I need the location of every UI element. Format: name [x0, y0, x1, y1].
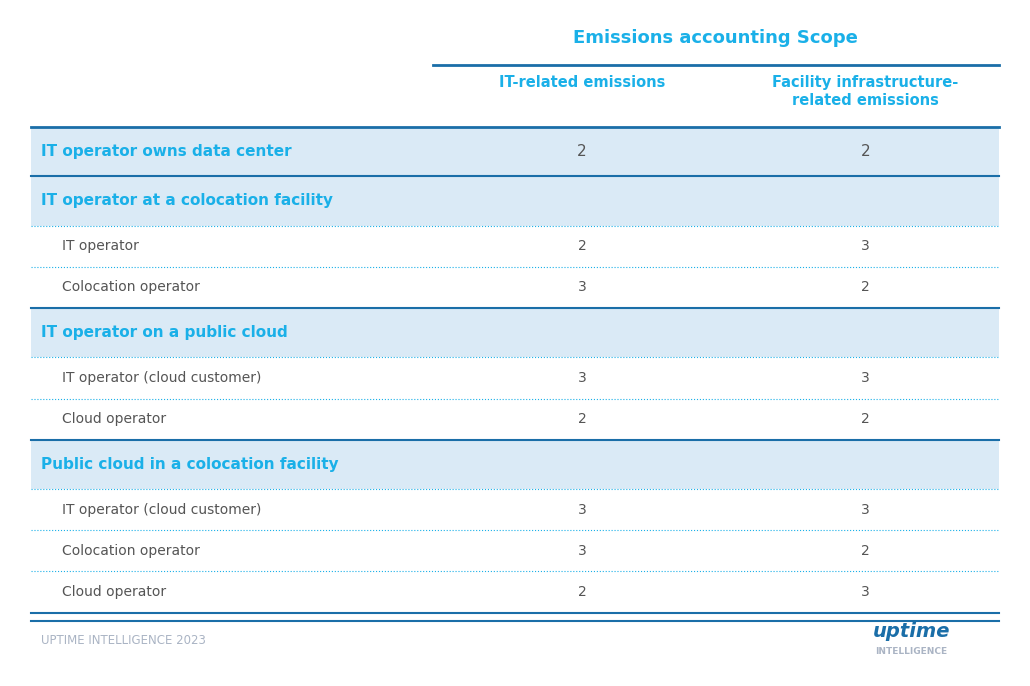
- Text: Emissions accounting Scope: Emissions accounting Scope: [574, 29, 858, 47]
- Text: 3: 3: [578, 281, 586, 294]
- Text: IT operator on a public cloud: IT operator on a public cloud: [41, 325, 288, 340]
- Text: 2: 2: [861, 281, 869, 294]
- Text: Public cloud in a colocation facility: Public cloud in a colocation facility: [41, 457, 339, 472]
- Text: UPTIME INTELLIGENCE 2023: UPTIME INTELLIGENCE 2023: [41, 634, 206, 646]
- Text: 2: 2: [860, 144, 870, 159]
- FancyBboxPatch shape: [31, 440, 999, 489]
- FancyBboxPatch shape: [31, 308, 999, 357]
- Text: 2: 2: [577, 144, 587, 159]
- Text: 3: 3: [578, 544, 586, 558]
- Text: 3: 3: [861, 239, 869, 253]
- Text: 3: 3: [578, 371, 586, 385]
- Text: IT operator (cloud customer): IT operator (cloud customer): [62, 371, 262, 385]
- Text: Cloud operator: Cloud operator: [62, 585, 166, 599]
- Text: 2: 2: [861, 412, 869, 426]
- Text: 3: 3: [861, 585, 869, 599]
- Text: uptime: uptime: [872, 622, 951, 641]
- Text: IT operator owns data center: IT operator owns data center: [41, 144, 291, 159]
- Text: IT operator: IT operator: [62, 239, 139, 253]
- Text: 2: 2: [578, 585, 586, 599]
- Text: 3: 3: [861, 503, 869, 517]
- FancyBboxPatch shape: [31, 127, 999, 176]
- Text: IT operator (cloud customer): IT operator (cloud customer): [62, 503, 262, 517]
- Text: 2: 2: [578, 412, 586, 426]
- Text: IT operator at a colocation facility: IT operator at a colocation facility: [41, 193, 333, 209]
- Text: Colocation operator: Colocation operator: [62, 281, 200, 294]
- Text: 3: 3: [861, 371, 869, 385]
- Text: 2: 2: [578, 239, 586, 253]
- FancyBboxPatch shape: [31, 176, 999, 226]
- Text: Cloud operator: Cloud operator: [62, 412, 166, 426]
- Text: Colocation operator: Colocation operator: [62, 544, 200, 558]
- Text: 2: 2: [861, 544, 869, 558]
- Text: 3: 3: [578, 503, 586, 517]
- Text: Facility infrastructure-
related emissions: Facility infrastructure- related emissio…: [772, 75, 958, 108]
- Text: IT-related emissions: IT-related emissions: [499, 75, 665, 91]
- Text: INTELLIGENCE: INTELLIGENCE: [876, 646, 948, 656]
